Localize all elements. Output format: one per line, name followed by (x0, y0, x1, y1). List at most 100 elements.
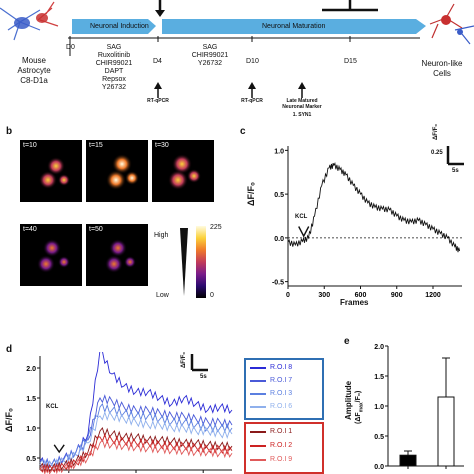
calcium-frame-3: t=30 (152, 140, 214, 202)
kcl-label-d: KCL (46, 404, 59, 410)
legend-label: R.O.I 8 (270, 364, 293, 371)
qpcr-arrow-d10 (248, 82, 256, 98)
x-tick-label: 600 (355, 292, 367, 299)
arrow-down-d4 (155, 0, 165, 17)
induction-bar (72, 19, 156, 34)
legend-swatch (250, 406, 266, 408)
legend-blue-box (244, 358, 324, 420)
target-label: Neuron-like Cells (421, 59, 463, 78)
y-tick-label: 1.0 (26, 426, 36, 433)
day-d10: D10 (246, 58, 259, 65)
marker-arrow-d12 (298, 82, 306, 98)
legend-swatch (250, 445, 266, 447)
legend-swatch (250, 431, 266, 433)
bracket-top-d15 (322, 0, 378, 12)
x-tick-label: 300 (318, 292, 330, 299)
legend-red-box (244, 422, 324, 474)
trace-r-o-i-1 (39, 427, 233, 473)
induction-reagents: SAG Ruxolitinib CHIR99021 DAPT Repsox Y2… (95, 44, 133, 91)
scale-c-ylabel: 0.25 (431, 150, 443, 156)
scale-bar-d (190, 354, 208, 372)
bar (399, 454, 417, 467)
legend-label: R.O.I 1 (270, 428, 293, 435)
scale-d-xlabel: 5s (200, 374, 207, 380)
intensity-wedge (180, 228, 188, 296)
trace-line (287, 162, 461, 253)
maturation-bar (162, 19, 426, 34)
qpcr-label-2: RT-qPCR (241, 98, 263, 104)
scale-c-unit: ΔF/F₀ (433, 123, 439, 140)
day-d15: D15 (344, 58, 357, 65)
astrocyte-illustration (0, 1, 59, 41)
panel-c-ylabel: ΔF/F₀ (246, 181, 256, 206)
y-tick-label: 1.0 (374, 404, 384, 411)
scale-d-unit: ΔF/F₀ (181, 351, 187, 368)
legend-swatch (250, 459, 266, 461)
legend-swatch (250, 367, 266, 369)
y-tick-label: 1.5 (26, 396, 36, 403)
legend-label: R.O.I 7 (270, 377, 293, 384)
kcl-arrow (298, 226, 310, 238)
qpcr-arrow-d4 (154, 82, 162, 98)
y-tick-label: 1.5 (374, 374, 384, 381)
scale-c-xlabel: 5s (452, 168, 459, 174)
y-tick-label: 0.5 (374, 434, 384, 441)
chart-d: 2.0 1.5 1.0 0.5 (26, 352, 233, 474)
legend-label: R.O.I 2 (270, 442, 293, 449)
legend-swatch (250, 380, 266, 382)
panel-e-ylabel: Amplitude (344, 380, 353, 420)
marker-label: Late Matured Neuronal Marker 1. SYN1 (282, 98, 322, 118)
legend-label: R.O.I 3 (270, 390, 293, 397)
scale-bar-c (446, 146, 464, 166)
y-tick-label: 0.0 (274, 236, 284, 243)
colorbar-max: 225 (210, 224, 222, 231)
panel-a-arrows-lower (154, 82, 306, 98)
calcium-frame-5: t=50 (86, 224, 148, 286)
x-tick-label: 1200 (425, 292, 441, 299)
legend-label: R.O.I 6 (270, 403, 293, 410)
panel-c-xlabel: Frames (340, 298, 369, 307)
colorbar-min: 0 (210, 292, 214, 299)
y-tick-label: -0.5 (272, 280, 284, 287)
day-d0: D0 (66, 44, 75, 51)
qpcr-label-1: RT-qPCR (147, 98, 169, 104)
panel-b-letter: b (6, 126, 13, 137)
kcl-arrow (53, 444, 65, 454)
panel-c-letter: c (240, 126, 246, 137)
chart-c: 1.0 0.5 0.0 -0.50 300 600 900 1200 (272, 146, 462, 299)
panel-d-letter: d (6, 344, 13, 355)
trace-r-o-i-7 (39, 394, 233, 470)
maturation-label: Neuronal Maturation (262, 23, 326, 30)
calcium-frame-1: t=10 (20, 140, 82, 202)
induction-label: Neuronal Induction (90, 23, 149, 30)
x-tick-label: 900 (391, 292, 403, 299)
colorbar (196, 226, 206, 298)
chart-e: 2.0 1.5 1.0 0.5 0.0 (374, 344, 464, 471)
kcl-label-c: KCL (295, 214, 308, 220)
trace-r-o-i-6 (39, 410, 233, 470)
panel-e-ylabel-2: (ΔFmax/F₀) (355, 390, 365, 424)
y-tick-label: 0.0 (374, 464, 384, 471)
day-d4: D4 (153, 58, 162, 65)
y-tick-label: 2.0 (374, 344, 384, 351)
x-tick-label: 0 (286, 292, 290, 299)
trace-r-o-i-3 (39, 403, 233, 469)
calcium-frame-2: t=15 (86, 140, 148, 202)
neuron-illustration (429, 3, 474, 45)
panel-a-graphics (0, 0, 474, 56)
y-tick-label: 0.5 (274, 192, 284, 199)
maturation-reagents: SAG CHIR99021 Y26732 (191, 44, 229, 67)
y-tick-label: 0.5 (26, 456, 36, 463)
calcium-frame-4: t=40 (20, 224, 82, 286)
panel-e-letter: e (344, 336, 350, 347)
legend-label: R.O.I 9 (270, 456, 293, 463)
scale-high: High (154, 232, 169, 239)
scale-low: Low (156, 292, 169, 299)
panel-d-ylabel: ΔF/F₀ (4, 407, 14, 432)
trace-r-o-i-9 (39, 438, 233, 474)
bar (437, 396, 455, 467)
y-tick-label: 1.0 (274, 148, 284, 155)
y-tick-label: 2.0 (26, 366, 36, 373)
legend-swatch (250, 393, 266, 395)
source-label: Mouse Astrocyte C8-D1a (17, 56, 51, 85)
